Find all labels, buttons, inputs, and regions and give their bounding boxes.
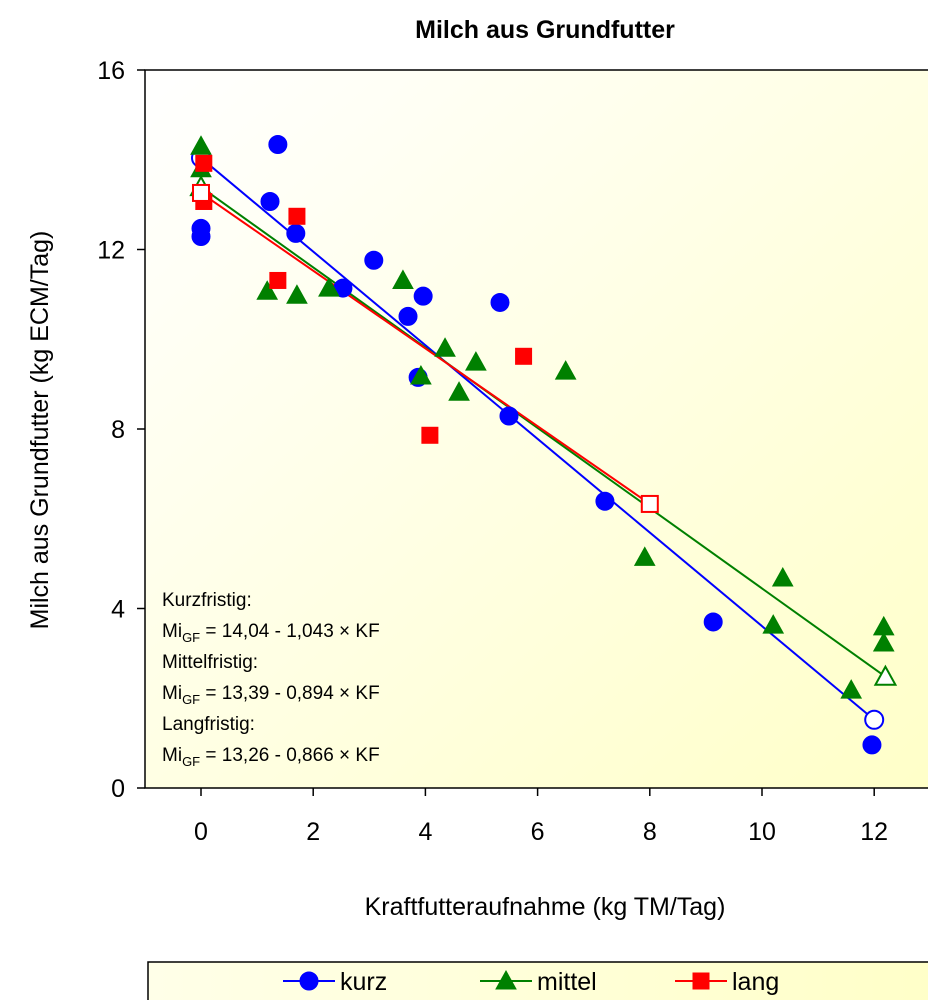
x-tick-label: 6 xyxy=(531,818,545,846)
point xyxy=(318,277,340,297)
point xyxy=(392,269,414,289)
legend-marker xyxy=(495,969,517,990)
y-tick-label: 4 xyxy=(111,596,125,624)
plot-area xyxy=(144,69,928,789)
point xyxy=(260,191,280,211)
annotation-sub: GF xyxy=(182,754,200,769)
x-tick-label: 12 xyxy=(860,818,888,846)
annotation-sub: GF xyxy=(182,630,200,645)
y-tick-label: 12 xyxy=(97,237,125,265)
annotation-body: = 14,04 - 1,043 × KF xyxy=(200,621,380,642)
annotation-text: Mittelfristig: xyxy=(162,652,258,673)
fit-endpoint xyxy=(873,664,898,686)
point xyxy=(286,284,308,304)
annotation-text: MiGF = 14,04 - 1,043 × KF xyxy=(162,621,380,645)
point xyxy=(195,154,213,172)
point xyxy=(190,135,212,155)
fit-endpoint xyxy=(192,183,210,202)
annotation: Kurzfristig:MiGF = 14,04 - 1,043 × KFMit… xyxy=(162,590,380,769)
point xyxy=(703,612,723,632)
annotation-prefix: Mi xyxy=(162,683,182,704)
legend-marker xyxy=(692,972,710,990)
y-tick-label: 8 xyxy=(111,416,125,444)
y-axis-title: Milch aus Grundfutter (kg ECM/Tag) xyxy=(26,231,54,630)
point xyxy=(421,426,439,444)
x-tick-label: 2 xyxy=(306,818,320,846)
annotation-body: Mittelfristig: xyxy=(162,652,258,673)
point xyxy=(410,365,432,385)
fit-line xyxy=(200,192,651,505)
annotation-text: Kurzfristig: xyxy=(162,590,252,611)
point xyxy=(862,735,882,755)
y-tick-label: 0 xyxy=(111,775,125,803)
point xyxy=(554,360,577,380)
fit-line xyxy=(200,157,875,721)
point xyxy=(434,337,456,357)
point xyxy=(633,546,656,566)
point xyxy=(398,306,418,326)
point xyxy=(595,491,615,511)
annotation-body: = 13,26 - 0,866 × KF xyxy=(200,745,380,766)
annotation-prefix: Mi xyxy=(162,621,182,642)
point xyxy=(269,271,287,289)
x-axis-title: Kraftfutteraufnahme (kg TM/Tag) xyxy=(365,893,726,921)
point xyxy=(499,406,519,426)
point xyxy=(268,134,288,154)
point xyxy=(490,292,510,312)
legend xyxy=(147,961,928,1000)
y-tick-label: 16 xyxy=(97,57,125,85)
point xyxy=(256,280,279,300)
point xyxy=(448,381,470,401)
legend-label: mittel xyxy=(537,968,597,996)
annotation-body: Langfristig: xyxy=(162,714,255,735)
annotation-text: MiGF = 13,26 - 0,866 × KF xyxy=(162,745,380,769)
legend-label: kurz xyxy=(340,968,387,996)
x-tick-label: 8 xyxy=(643,818,657,846)
fit-endpoint xyxy=(640,494,659,513)
point xyxy=(762,614,785,634)
annotation-text: MiGF = 13,39 - 0,894 × KF xyxy=(162,683,380,707)
point xyxy=(191,226,211,246)
annotation-text: Langfristig: xyxy=(162,714,255,735)
point xyxy=(872,632,895,652)
point xyxy=(288,207,306,225)
annotation-body: Kurzfristig: xyxy=(162,590,252,611)
x-tick-label: 4 xyxy=(418,818,432,846)
fit-line xyxy=(200,186,887,678)
point xyxy=(771,566,794,587)
x-tick-label: 0 xyxy=(194,818,208,846)
legend-label: lang xyxy=(732,968,779,996)
point xyxy=(413,286,433,306)
point xyxy=(286,223,306,243)
fit-endpoint xyxy=(864,709,885,730)
annotation-sub: GF xyxy=(182,692,200,707)
point xyxy=(515,347,533,365)
annotation-body: = 13,39 - 0,894 × KF xyxy=(200,683,380,704)
chart-title: Milch aus Grundfutter xyxy=(415,16,675,44)
point xyxy=(840,679,863,699)
legend-marker xyxy=(299,971,319,991)
x-tick-label: 10 xyxy=(748,818,776,846)
point xyxy=(364,250,384,270)
annotation-prefix: Mi xyxy=(162,745,182,766)
point xyxy=(465,351,487,371)
